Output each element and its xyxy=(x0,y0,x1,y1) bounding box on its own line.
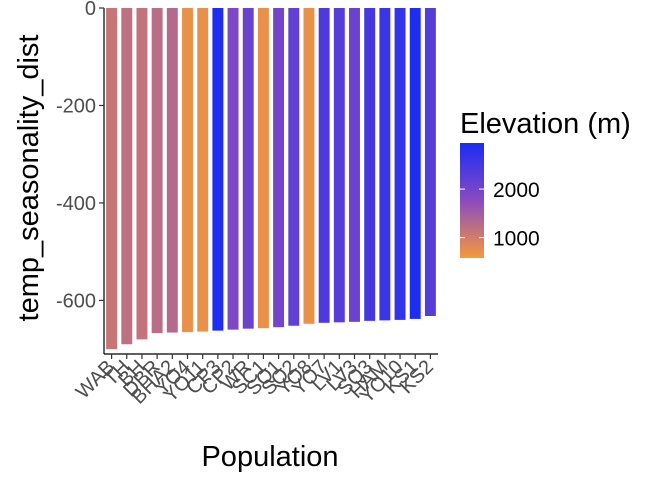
bar-yo7 xyxy=(318,8,330,323)
legend-colorbar xyxy=(460,143,484,258)
bar-cp2 xyxy=(227,8,239,330)
bar-lv3 xyxy=(349,8,360,322)
y-tick-label: -400 xyxy=(56,193,96,215)
bar-ks2 xyxy=(424,8,436,316)
bar-sc1 xyxy=(257,8,269,329)
y-tick-label: 0 xyxy=(85,0,96,20)
x-axis-title: Population xyxy=(201,441,338,473)
bar-th xyxy=(121,8,133,345)
bar-sq2 xyxy=(288,8,300,326)
y-tick-label: -200 xyxy=(56,95,96,117)
bar-wr xyxy=(242,8,254,329)
y-tick-label: -600 xyxy=(56,290,96,312)
plot-area xyxy=(106,8,436,350)
bar-lv1 xyxy=(333,8,345,323)
legend-ticks: 2000 1000 xyxy=(460,179,540,251)
bar-ham xyxy=(379,8,391,321)
bar-sq3 xyxy=(364,8,376,321)
bar-yo8 xyxy=(303,8,315,324)
bar-wab xyxy=(106,8,118,350)
bar-bh xyxy=(136,8,148,340)
legend-label: 2000 xyxy=(493,179,540,202)
bar-yo10 xyxy=(394,8,406,320)
bar-ks1 xyxy=(409,8,421,319)
legend-label: 1000 xyxy=(493,228,540,251)
bar-sq1 xyxy=(273,8,285,328)
y-axis: 0 -200 -400 -600 xyxy=(56,0,105,354)
bar-yo4 xyxy=(182,8,193,333)
bar-yo11 xyxy=(197,8,209,332)
legend: Elevation (m) 2000 1000 xyxy=(460,108,631,258)
legend-title: Elevation (m) xyxy=(460,108,631,140)
x-axis: WABTHBHDBRBHA2YO4YO11CP3CP2WRSC1SQ1SQ2YO… xyxy=(72,353,438,408)
y-axis-title: temp_seasonality_dist xyxy=(13,35,45,322)
bar-cp3 xyxy=(212,8,224,331)
bar-dbr xyxy=(151,8,163,334)
bar-bha2 xyxy=(166,8,178,333)
